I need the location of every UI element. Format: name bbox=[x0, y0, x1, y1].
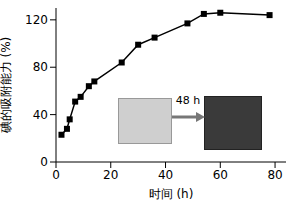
svg-text:120: 120 bbox=[25, 13, 48, 27]
svg-text:20: 20 bbox=[103, 168, 118, 182]
svg-text:80: 80 bbox=[33, 60, 48, 74]
svg-text:60: 60 bbox=[213, 168, 228, 182]
svg-text:40: 40 bbox=[33, 108, 48, 122]
svg-text:时间 (h): 时间 (h) bbox=[149, 187, 194, 200]
svg-text:80: 80 bbox=[267, 168, 282, 182]
html-text:48 h: 48 h bbox=[175, 94, 201, 107]
svg-text:40: 40 bbox=[158, 168, 173, 182]
svg-text:碘的吸附能力 (%): 碘的吸附能力 (%) bbox=[8, 37, 13, 135]
svg-text:0: 0 bbox=[40, 155, 48, 169]
svg-text:0: 0 bbox=[52, 168, 60, 182]
